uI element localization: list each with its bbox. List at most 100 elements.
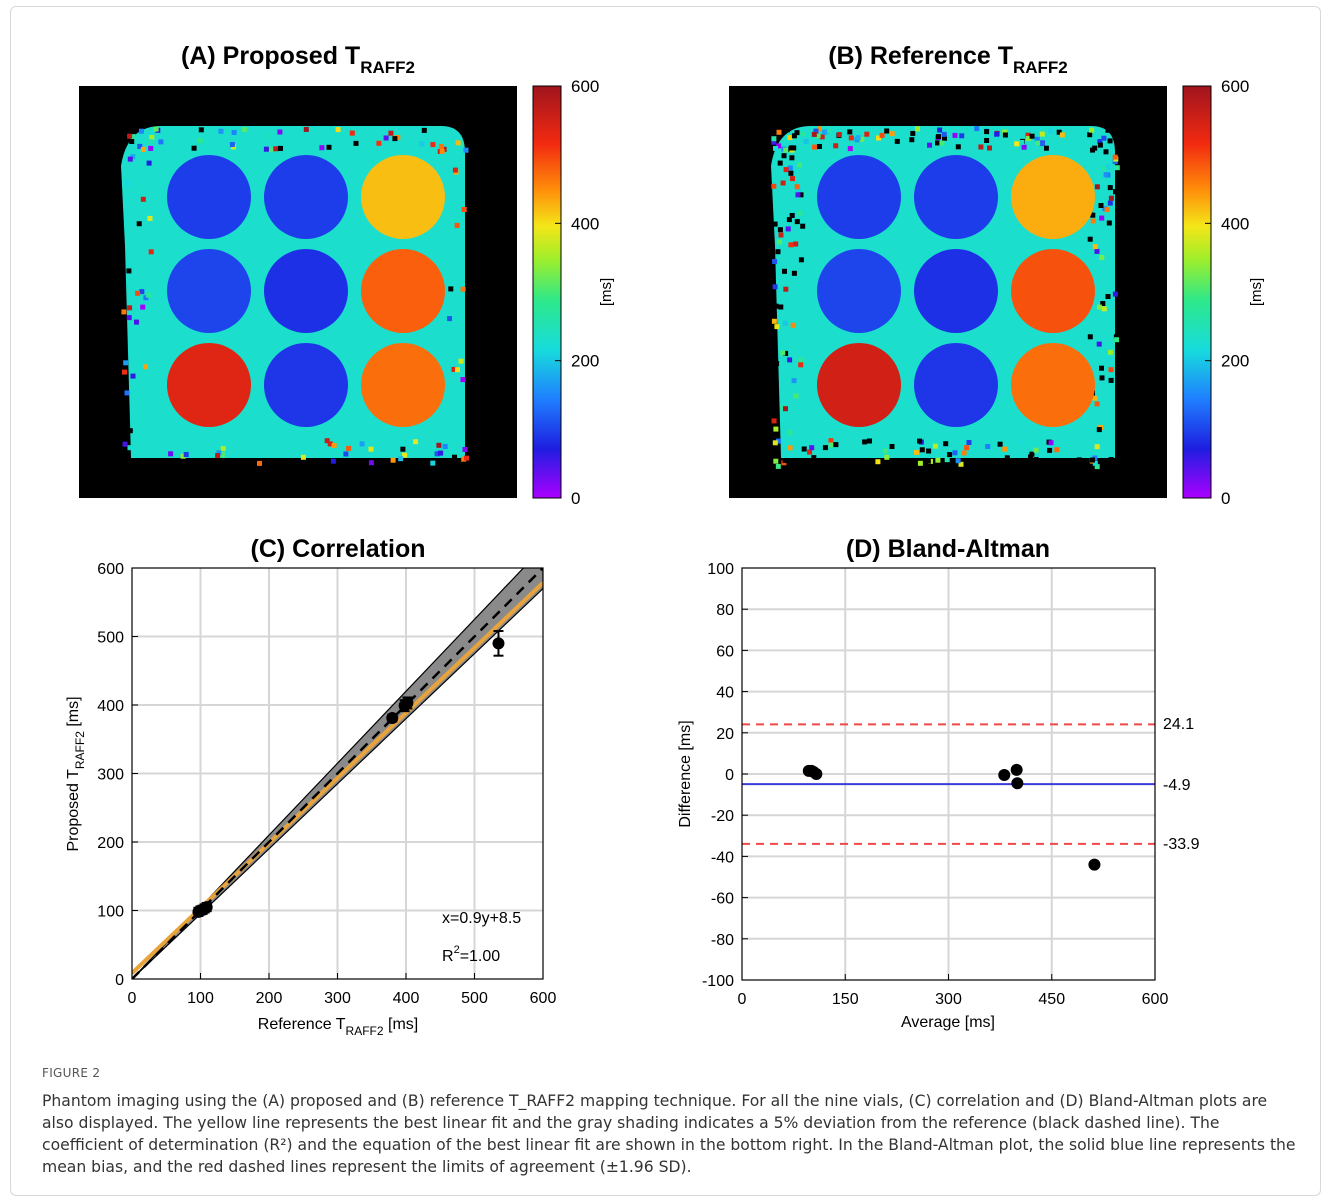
noise-pixel [785, 226, 791, 232]
noise-pixel [1025, 132, 1031, 138]
noise-pixel [784, 127, 790, 133]
noise-pixel [343, 451, 349, 457]
x-tick-label: 0 [738, 991, 747, 1008]
noise-pixel [388, 130, 394, 136]
noise-pixel [780, 405, 786, 411]
panel-b-title: (B) Reference TRAFF2 [828, 42, 1068, 77]
noise-pixel [847, 129, 853, 135]
vial [361, 155, 445, 239]
noise-pixel [452, 454, 457, 460]
panel-a-title-main: (A) Proposed T [181, 42, 360, 70]
noise-pixel [1097, 139, 1103, 145]
noise-pixel [1029, 133, 1035, 139]
upper-loa-label: 24.1 [1163, 716, 1194, 733]
noise-pixel [130, 373, 136, 379]
noise-pixel [1021, 144, 1027, 150]
noise-pixel [137, 143, 143, 149]
noise-pixel [1014, 141, 1020, 147]
noise-pixel [790, 322, 796, 328]
data-point [200, 901, 213, 914]
noise-pixel [882, 448, 888, 454]
noise-pixel [123, 360, 129, 366]
r-squared-label: R2=1.00 [442, 944, 500, 965]
vial [361, 249, 445, 333]
figure-frame [10, 6, 1321, 1196]
noise-pixel [915, 126, 920, 132]
noise-pixel [1043, 145, 1049, 151]
noise-pixel [143, 364, 148, 370]
noise-pixel [827, 128, 833, 134]
y-tick-label: 0 [115, 972, 124, 989]
noise-pixel [1039, 131, 1045, 137]
noise-pixel [1104, 207, 1110, 213]
noise-pixel [775, 463, 781, 469]
noise-pixel [1114, 337, 1120, 343]
noise-pixel [958, 461, 964, 467]
colorbar-tick-label: 400 [571, 214, 599, 233]
vial [264, 343, 348, 427]
bland-altman-plot: 0 150 300 450 600 100 80 60 40 20 0 -20 -40 -60 -80 -10… [702, 561, 1168, 1008]
noise-pixel [400, 446, 406, 452]
noise-pixel [147, 139, 153, 145]
noise-pixel [168, 451, 174, 457]
noise-pixel [319, 145, 325, 151]
noise-pixel [331, 443, 337, 448]
colorbar-tick-label: 600 [1221, 77, 1249, 96]
x-tick-label: 300 [324, 990, 351, 1007]
noise-pixel [776, 143, 782, 149]
noise-pixel [789, 155, 795, 161]
noise-pixel [771, 418, 777, 424]
noise-pixel [773, 303, 779, 309]
caption-text: Phantom imaging using the (A) proposed a… [42, 1092, 1296, 1176]
noise-pixel [787, 445, 793, 451]
noise-pixel [1092, 145, 1098, 151]
noise-pixel [127, 445, 133, 451]
noise-pixel [140, 304, 146, 310]
noise-pixel [1092, 395, 1098, 401]
vial [361, 343, 445, 427]
noise-pixel [809, 445, 815, 451]
noise-pixel [783, 147, 789, 153]
noise-pixel [346, 445, 352, 451]
noise-pixel [961, 450, 967, 456]
noise-pixel [791, 378, 797, 384]
noise-pixel [126, 268, 132, 274]
noise-pixel [1048, 440, 1054, 446]
noise-pixel [136, 221, 142, 227]
noise-pixel [772, 284, 778, 290]
noise-pixel [1105, 127, 1111, 133]
noise-pixel [1090, 212, 1096, 218]
noise-pixel [327, 441, 333, 447]
noise-pixel [461, 456, 467, 462]
noise-pixel [847, 146, 853, 152]
noise-pixel [216, 450, 222, 456]
noise-pixel [952, 132, 958, 138]
noise-pixel [794, 130, 800, 136]
noise-pixel [774, 361, 780, 366]
x-tick-label: 400 [393, 990, 420, 1007]
noise-pixel [782, 268, 787, 274]
noise-pixel [966, 440, 972, 445]
noise-pixel [1113, 334, 1119, 340]
colorbar-tick-label: 400 [1221, 214, 1249, 233]
noise-pixel [939, 140, 945, 146]
identity-line [132, 568, 543, 979]
noise-pixel [1002, 129, 1008, 135]
noise-pixel [149, 135, 155, 140]
noise-pixel [925, 458, 931, 464]
noise-pixel [964, 445, 970, 451]
noise-pixel [1090, 457, 1095, 463]
noise-pixel [1056, 129, 1062, 135]
noise-pixel [451, 366, 457, 372]
noise-pixel [772, 221, 778, 227]
noise-pixel [1101, 135, 1107, 141]
noise-pixel [798, 362, 804, 368]
noise-pixel [984, 129, 990, 135]
noise-pixel [1033, 447, 1039, 453]
noise-pixel [787, 357, 793, 363]
phantom-map-b [729, 86, 1167, 498]
noise-pixel [1019, 439, 1025, 445]
noise-pixel [439, 148, 445, 154]
noise-pixel [368, 446, 374, 452]
noise-pixel [788, 170, 794, 176]
